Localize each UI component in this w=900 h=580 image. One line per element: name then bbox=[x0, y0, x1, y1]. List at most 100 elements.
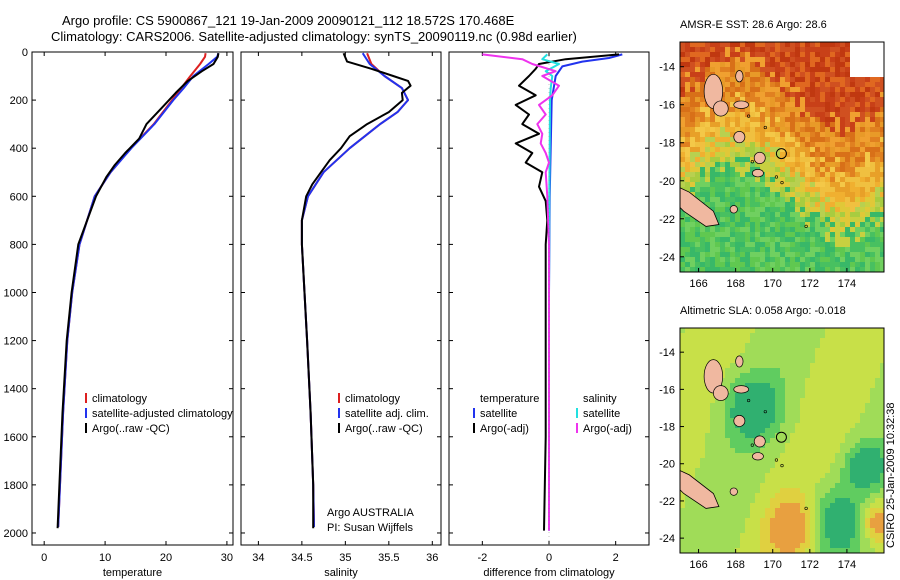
map-cells bbox=[680, 328, 884, 553]
x-tick-label: 35 bbox=[339, 552, 351, 564]
map-frame bbox=[679, 327, 885, 554]
legend-climatology: climatology bbox=[92, 393, 148, 405]
series-group bbox=[300, 52, 412, 529]
x-tick-label: 0 bbox=[546, 552, 552, 564]
map-x-tick-label: 166 bbox=[689, 559, 707, 571]
map-y-tick-label: -20 bbox=[659, 176, 675, 188]
land-masses bbox=[680, 355, 808, 510]
legend-diff-temp-argo: Argo(-adj) bbox=[480, 423, 529, 435]
y-tick-label: 1000 bbox=[4, 287, 28, 299]
x-tick-label: 20 bbox=[160, 552, 172, 564]
map-y-tick-label: -24 bbox=[659, 252, 675, 264]
profile-panel-0: 0 10 20 30 0 200 400 600 800 1000 1200 1400 1600 1800… bbox=[4, 47, 234, 579]
figure-title-line2: Climatology: CARS2006. Satellite-adjuste… bbox=[51, 29, 577, 44]
islet bbox=[804, 224, 808, 228]
new-caledonia-land bbox=[680, 187, 720, 227]
profile-panel-1: 34 34.5 35 35.5 36 salinity bbox=[240, 51, 442, 579]
x-axis-label: difference from climatology bbox=[483, 567, 615, 579]
x-tick-label: 2 bbox=[613, 552, 619, 564]
map-y-tick-label: -14 bbox=[659, 62, 675, 74]
legend-diff-sal-satellite: satellite bbox=[583, 408, 620, 420]
map-y-tick-label: -16 bbox=[659, 100, 675, 112]
y-tick-label: 800 bbox=[10, 239, 28, 251]
islet bbox=[763, 125, 767, 130]
map-y-tick-label: -16 bbox=[659, 384, 675, 396]
islet bbox=[804, 506, 808, 510]
map-x-tick-label: 170 bbox=[764, 278, 782, 290]
pi-name: PI: Susan Wijffels bbox=[327, 522, 413, 534]
legend-sal-climatology: climatology bbox=[345, 393, 401, 405]
x-tick-label: 30 bbox=[221, 552, 233, 564]
island bbox=[751, 169, 764, 178]
legend-sal-satellite: satellite adj. clim. bbox=[345, 408, 429, 420]
island bbox=[733, 415, 746, 427]
series-group bbox=[56, 52, 220, 529]
islet bbox=[780, 181, 784, 185]
map-x-tick-label: 170 bbox=[764, 559, 782, 571]
island bbox=[713, 100, 729, 117]
y-tick-label: 1600 bbox=[4, 432, 28, 444]
islet bbox=[750, 160, 754, 164]
islet bbox=[780, 464, 784, 468]
x-tick-label: 10 bbox=[99, 552, 111, 564]
islet bbox=[750, 443, 754, 447]
panel-frame bbox=[240, 51, 442, 546]
profile-panel-2: -2 0 2 difference from climatology bbox=[448, 51, 650, 579]
islet bbox=[747, 398, 751, 403]
island bbox=[729, 487, 738, 496]
land-masses bbox=[680, 70, 808, 228]
y-tick-label: 400 bbox=[10, 143, 28, 155]
float-position-marker bbox=[775, 148, 787, 160]
sla-map-title: Altimetric SLA: 0.058 Argo: -0.018 bbox=[680, 305, 846, 317]
legend-argo: Argo(..raw -QC) bbox=[92, 423, 170, 435]
series-line-temperature-argo-adj- bbox=[514, 53, 620, 531]
x-tick-label: 0 bbox=[41, 552, 47, 564]
map-x-tick-label: 174 bbox=[838, 278, 856, 290]
float-owner: Argo AUSTRALIA bbox=[327, 507, 414, 519]
island bbox=[751, 452, 764, 461]
y-tick-label: 200 bbox=[10, 95, 28, 107]
float-position-marker bbox=[775, 431, 787, 443]
map-x-tick-label: 166 bbox=[689, 278, 707, 290]
legend-satellite-adjusted: satellite-adjusted climatology bbox=[92, 408, 233, 420]
series-line-argo-raw-qc- bbox=[300, 52, 412, 529]
island bbox=[733, 130, 746, 144]
islet bbox=[774, 458, 779, 462]
x-axis-label: temperature bbox=[103, 567, 162, 579]
map-y-tick-label: -14 bbox=[659, 347, 675, 359]
islet bbox=[763, 410, 767, 414]
island bbox=[735, 70, 744, 83]
sla-map: 166 168 170 172 174 -14 -16 -18 -20 -22 -24 bbox=[659, 327, 885, 571]
x-tick-label: 36 bbox=[426, 552, 438, 564]
island bbox=[733, 100, 749, 109]
map-y-tick-label: -22 bbox=[659, 214, 675, 226]
series-line-argo-raw-qc- bbox=[56, 53, 220, 529]
map-y-tick-label: -18 bbox=[659, 138, 675, 150]
legend-diff-sal-argo: Argo(-adj) bbox=[583, 423, 632, 435]
x-tick-label: 35.5 bbox=[378, 552, 399, 564]
sst-map: 166 168 170 172 174 -14 -16 -18 -20 -22 -24 bbox=[659, 41, 885, 290]
map-y-tick-label: -24 bbox=[659, 533, 675, 545]
figure-title-line1: Argo profile: CS 5900867_121 19-Jan-2009… bbox=[62, 13, 515, 28]
map-frame bbox=[679, 41, 885, 273]
x-tick-label: 34 bbox=[252, 552, 264, 564]
x-axis-label: salinity bbox=[324, 567, 358, 579]
legend-diff-temp-satellite: satellite bbox=[480, 408, 517, 420]
legend-sal-argo: Argo(..raw -QC) bbox=[345, 423, 423, 435]
new-caledonia-land bbox=[680, 470, 720, 509]
islet bbox=[774, 175, 779, 179]
map-x-tick-label: 168 bbox=[726, 278, 744, 290]
map-x-tick-label: 168 bbox=[726, 559, 744, 571]
map-y-tick-label: -20 bbox=[659, 459, 675, 471]
island bbox=[753, 435, 766, 448]
x-tick-label: -2 bbox=[477, 552, 487, 564]
panel-frame bbox=[31, 51, 234, 546]
island bbox=[753, 151, 766, 165]
y-tick-label: 1200 bbox=[4, 336, 28, 348]
x-tick-label: 34.5 bbox=[291, 552, 312, 564]
island bbox=[733, 385, 749, 394]
y-tick-label: 600 bbox=[10, 191, 28, 203]
map-y-tick-label: -18 bbox=[659, 422, 675, 434]
island bbox=[713, 385, 729, 401]
